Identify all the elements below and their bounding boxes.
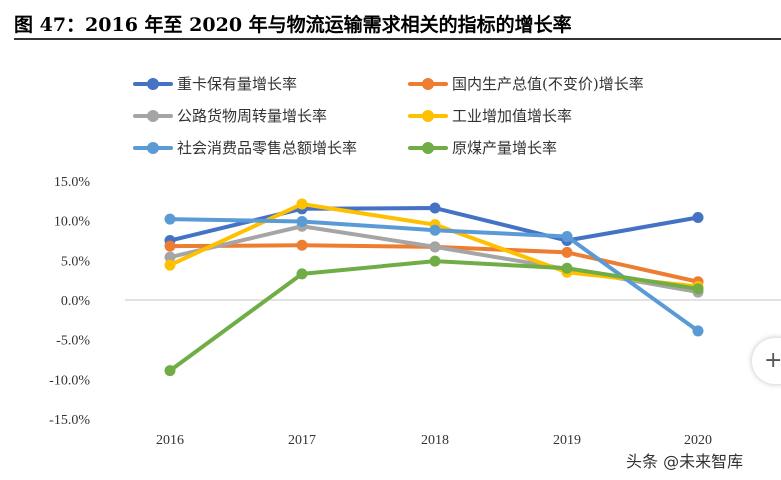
figure-title: 图 47：2016 年至 2020 年与物流运输需求相关的指标的增长率	[14, 14, 572, 36]
data-point	[296, 268, 308, 280]
legend-item: 工业增加值增长率	[408, 105, 572, 126]
legend-item: 原煤产量增长率	[408, 137, 557, 158]
y-tick-label: -10.0%	[49, 373, 90, 388]
legend-item: 社会消费品零售总额增长率	[133, 137, 357, 158]
x-tick-label: 2016	[156, 433, 184, 448]
legend-label: 社会消费品零售总额增长率	[177, 139, 358, 157]
legend-label: 原煤产量增长率	[452, 139, 558, 157]
y-tick-label: 10.0%	[54, 215, 91, 230]
data-point	[692, 212, 704, 224]
watermark: 头条 @未来智库	[626, 452, 744, 471]
data-point	[164, 240, 176, 252]
data-point	[561, 231, 573, 243]
data-point	[429, 255, 441, 267]
data-point	[164, 259, 176, 271]
legend-swatch	[408, 109, 448, 122]
x-tick-label: 2020	[684, 433, 712, 448]
legend-label: 国内生产总值(不变价)增长率	[452, 75, 644, 93]
data-point	[164, 213, 176, 225]
data-point	[164, 365, 176, 377]
legend-swatch	[408, 141, 448, 154]
series-5	[164, 255, 704, 377]
y-tick-label: -15.0%	[49, 413, 90, 428]
y-tick-label: -5.0%	[56, 334, 90, 349]
data-point	[296, 239, 308, 251]
y-tick-label: 5.0%	[61, 254, 91, 269]
data-point	[429, 241, 441, 253]
series-line	[168, 259, 699, 373]
x-tick-label: 2018	[421, 433, 449, 448]
legend-label: 公路货物周转量增长率	[177, 107, 328, 125]
legend-label: 重卡保有量增长率	[177, 75, 298, 93]
legend-item: 公路货物周转量增长率	[133, 105, 327, 126]
title-rule	[14, 38, 781, 40]
data-point	[429, 202, 441, 214]
x-tick-label: 2019	[553, 433, 581, 448]
data-point	[561, 262, 573, 274]
legend-swatch	[133, 141, 173, 154]
series-4	[164, 213, 704, 337]
legend-swatch	[133, 77, 173, 90]
y-tick-label: 15.0%	[54, 175, 91, 190]
legend-swatch	[408, 77, 448, 90]
legend-item: 重卡保有量增长率	[133, 73, 297, 94]
data-point	[692, 283, 704, 295]
data-point	[164, 251, 176, 263]
x-tick-label: 2017	[288, 433, 316, 448]
data-point	[561, 246, 573, 258]
legend-item: 国内生产总值(不变价)增长率	[408, 73, 644, 94]
data-point	[692, 325, 704, 337]
data-point	[296, 198, 308, 210]
legend-label: 工业增加值增长率	[452, 107, 573, 125]
data-point	[429, 224, 441, 236]
legend-swatch	[133, 109, 173, 122]
y-tick-label: 0.0%	[61, 294, 91, 309]
plus-icon: +	[764, 348, 781, 373]
data-point	[296, 215, 308, 227]
